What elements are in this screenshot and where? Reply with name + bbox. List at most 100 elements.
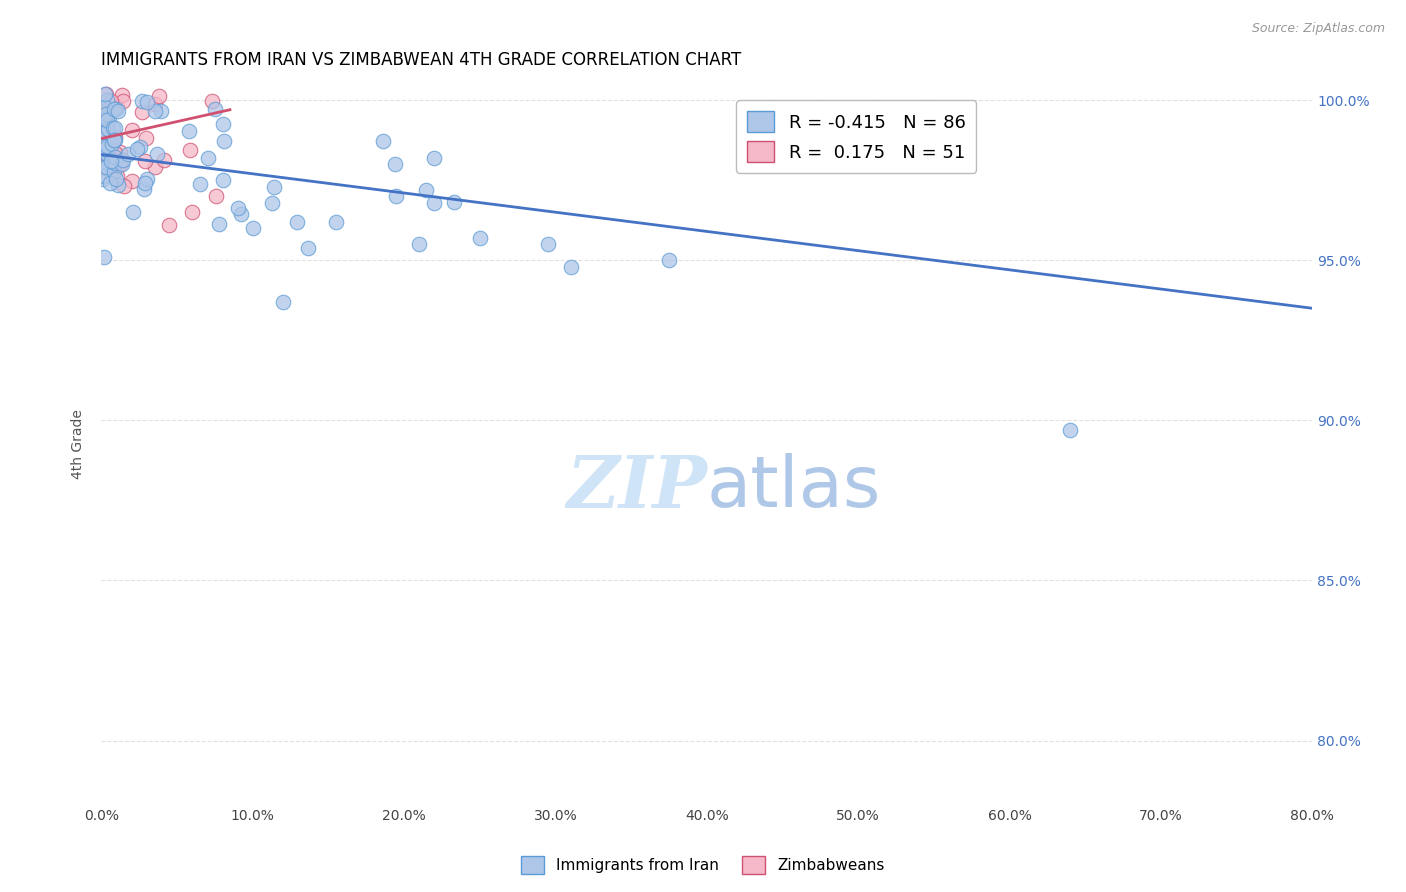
- Point: [91, 138, 114, 153]
- Point: [96, 120, 118, 134]
- Text: IMMIGRANTS FROM IRAN VS ZIMBABWEAN 4TH GRADE CORRELATION CHART: IMMIGRANTS FROM IRAN VS ZIMBABWEAN 4TH G…: [101, 51, 741, 69]
- Point: [212, 134, 235, 148]
- Point: [93, 160, 115, 174]
- Point: [103, 164, 125, 178]
- Point: [263, 180, 285, 194]
- Point: [201, 95, 224, 109]
- Point: [104, 129, 127, 144]
- Point: [111, 94, 134, 108]
- Point: [96, 121, 118, 136]
- Point: [207, 218, 229, 232]
- Point: [93, 250, 115, 264]
- Point: [226, 202, 249, 216]
- Point: [128, 140, 150, 154]
- Point: [179, 124, 201, 138]
- Point: [104, 156, 127, 170]
- Point: [98, 165, 121, 179]
- Point: [103, 154, 125, 169]
- Point: [93, 171, 115, 186]
- Point: [136, 172, 159, 186]
- Point: [188, 177, 211, 191]
- Point: [211, 117, 233, 131]
- Point: [260, 195, 283, 210]
- Point: [93, 100, 115, 114]
- Point: [271, 294, 294, 309]
- Point: [100, 94, 122, 108]
- Point: [91, 112, 114, 127]
- Point: [96, 93, 118, 107]
- Point: [96, 145, 118, 160]
- Point: [90, 142, 112, 156]
- Y-axis label: 4th Grade: 4th Grade: [72, 409, 86, 479]
- Point: [131, 105, 153, 120]
- Point: [143, 104, 166, 119]
- Point: [107, 100, 129, 114]
- Point: [94, 143, 117, 157]
- Point: [132, 182, 155, 196]
- Point: [297, 241, 319, 255]
- Point: [94, 125, 117, 139]
- Point: [212, 173, 235, 187]
- Point: [93, 112, 115, 127]
- Point: [423, 195, 446, 210]
- Point: [148, 88, 170, 103]
- Point: [97, 150, 120, 164]
- Point: [153, 153, 176, 168]
- Point: [121, 122, 143, 136]
- Point: [100, 154, 122, 169]
- Point: [96, 103, 118, 117]
- Point: [135, 95, 157, 109]
- Point: [96, 111, 118, 125]
- Point: [94, 124, 117, 138]
- Point: [112, 153, 135, 167]
- Point: [97, 155, 120, 169]
- Legend: R = -0.415   N = 86, R =  0.175   N = 51: R = -0.415 N = 86, R = 0.175 N = 51: [737, 101, 976, 173]
- Point: [94, 160, 117, 174]
- Point: [107, 104, 129, 119]
- Point: [197, 151, 219, 165]
- Point: [537, 237, 560, 252]
- Point: [112, 178, 135, 193]
- Point: [93, 169, 115, 184]
- Point: [93, 127, 115, 141]
- Point: [93, 139, 115, 153]
- Text: atlas: atlas: [707, 453, 882, 522]
- Point: [145, 146, 167, 161]
- Point: [97, 113, 120, 128]
- Point: [94, 113, 117, 128]
- Point: [157, 218, 180, 232]
- Point: [134, 177, 156, 191]
- Point: [107, 178, 129, 193]
- Point: [104, 121, 127, 136]
- Point: [97, 127, 120, 141]
- Point: [93, 125, 115, 139]
- Point: [385, 189, 408, 203]
- Point: [105, 169, 128, 183]
- Point: [105, 171, 128, 186]
- Point: [122, 205, 145, 219]
- Point: [96, 138, 118, 153]
- Point: [91, 104, 114, 119]
- Point: [100, 133, 122, 147]
- Point: [108, 157, 131, 171]
- Point: [371, 135, 394, 149]
- Point: [103, 120, 125, 135]
- Point: [97, 122, 120, 136]
- Point: [93, 160, 115, 174]
- Text: Source: ZipAtlas.com: Source: ZipAtlas.com: [1251, 22, 1385, 36]
- Point: [93, 158, 115, 172]
- Point: [96, 113, 118, 128]
- Point: [231, 207, 253, 221]
- Point: [134, 153, 156, 168]
- Point: [104, 150, 127, 164]
- Point: [91, 121, 114, 136]
- Point: [103, 133, 125, 147]
- Point: [94, 107, 117, 121]
- Point: [658, 253, 681, 268]
- Point: [468, 231, 491, 245]
- Legend: Immigrants from Iran, Zimbabweans: Immigrants from Iran, Zimbabweans: [515, 850, 891, 880]
- Point: [111, 157, 134, 171]
- Point: [443, 194, 465, 209]
- Point: [98, 176, 121, 190]
- Point: [285, 215, 308, 229]
